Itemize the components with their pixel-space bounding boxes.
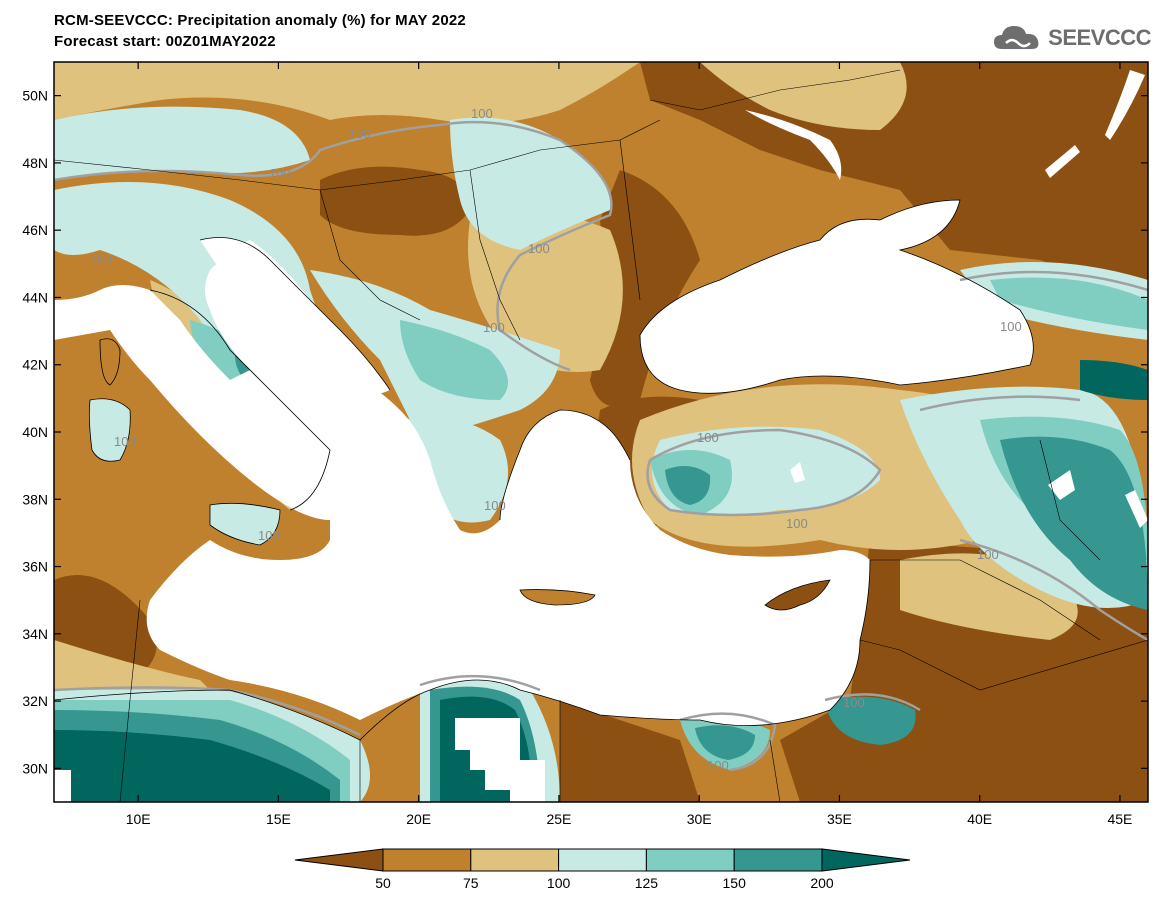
- contour-labels: 100 100 100 100 100 100 100 100 100 100 …: [90, 106, 1022, 773]
- darkteal-anatolia: [665, 466, 711, 505]
- black-sea: [640, 200, 1034, 394]
- colorbar-segment: [382, 848, 472, 872]
- longitude-axis: 10E 15E 20E 25E 30E 35E 40E 45E: [126, 62, 1132, 827]
- teal-georgia: [990, 277, 1148, 330]
- x-tick-label: 45E: [1107, 811, 1132, 827]
- y-tick-label: 32N: [22, 693, 48, 709]
- colorbar-segment: [558, 848, 647, 872]
- corsica: [100, 338, 120, 385]
- x-tick-label: 10E: [126, 811, 151, 827]
- x-tick-label: 35E: [827, 811, 852, 827]
- contour-label: 100: [977, 547, 999, 562]
- colorbar-label: 200: [810, 875, 834, 891]
- y-tick-label: 42N: [22, 357, 48, 373]
- darkteal-israel: [825, 696, 916, 745]
- latitude-axis: 50N 48N 46N 44N 42N 40N 38N 36N 34N 32N 30N: [22, 88, 1148, 776]
- contour-label: 100: [843, 695, 865, 710]
- tan-poland: [54, 62, 640, 124]
- cyprus: [765, 580, 830, 610]
- colorbar-segment: [470, 848, 560, 872]
- x-tick-label: 15E: [266, 811, 291, 827]
- darkteal-egypt: [695, 725, 755, 760]
- colorbar-segment: [645, 848, 735, 872]
- tan-libya: [54, 640, 220, 700]
- y-tick-label: 48N: [22, 155, 48, 171]
- contour-100-east: [919, 270, 1148, 642]
- lightteal-centeurope: [54, 106, 310, 180]
- teal-balkans: [400, 320, 508, 400]
- map-title: RCM-SEEVCCC: Precipitation anomaly (%) f…: [54, 12, 466, 29]
- y-tick-label: 44N: [22, 289, 48, 305]
- contour-label: 100: [786, 516, 808, 531]
- lightteal-carpathians: [450, 117, 612, 250]
- contour-label: 100: [1000, 319, 1022, 334]
- contour-label: 100: [114, 434, 136, 449]
- nodata-ukraine: [745, 110, 842, 180]
- colorbar: 50 75 100 125 150 200: [294, 848, 911, 891]
- country-borders: [54, 69, 1148, 802]
- y-tick-label: 46N: [22, 222, 48, 238]
- anomaly-fields: [54, 62, 1148, 802]
- contour-100-anatolia: [646, 428, 882, 517]
- coastlines: [54, 199, 1034, 741]
- x-tick-label: 20E: [406, 811, 431, 827]
- darkestteal-eastturkey: [1080, 360, 1148, 400]
- colorbar-segment: [294, 848, 384, 872]
- contour-label: 100: [349, 126, 371, 141]
- nodata-libya: [455, 718, 545, 802]
- x-tick-label: 25E: [546, 811, 571, 827]
- crete: [520, 589, 595, 605]
- colorbar-label: 75: [463, 875, 479, 891]
- adriatic-sea: [200, 237, 390, 394]
- colorbar-segment: [733, 848, 823, 872]
- y-tick-label: 38N: [22, 491, 48, 507]
- contour-label: 100: [258, 528, 280, 543]
- contour-label: 100: [483, 320, 505, 335]
- forecast-start-label: Forecast start: 00Z01MAY2022: [54, 33, 276, 50]
- cloud-icon: [994, 26, 1039, 49]
- x-tick-label: 40E: [967, 811, 992, 827]
- contour-label: 100: [697, 430, 719, 445]
- nodata-russia2: [1045, 145, 1080, 178]
- y-tick-label: 30N: [22, 760, 48, 776]
- nodata-iran: [1125, 490, 1148, 528]
- nodata-algeria: [54, 770, 71, 802]
- contour-label: 100: [471, 106, 493, 121]
- contour-100-north: [54, 120, 613, 372]
- contour-label: 100: [269, 166, 291, 181]
- y-tick-label: 40N: [22, 424, 48, 440]
- logo-text: SEEVCCC: [1048, 25, 1151, 50]
- contour-label: 100: [90, 252, 112, 267]
- colorbar-label: 125: [635, 875, 659, 891]
- darkteal-eastturkey: [1000, 436, 1148, 610]
- nodata-turkey: [790, 462, 805, 483]
- contour-label: 100: [707, 758, 729, 773]
- tan-balkans: [468, 212, 623, 372]
- sardinia: [89, 398, 131, 462]
- y-tick-label: 34N: [22, 626, 48, 642]
- nodata-russia: [1105, 70, 1145, 140]
- sicily: [210, 503, 280, 545]
- x-tick-label: 30E: [687, 811, 712, 827]
- y-tick-label: 36N: [22, 559, 48, 575]
- seevccc-logo: SEEVCCC: [992, 20, 1151, 56]
- darkestteal-libya: [54, 730, 330, 802]
- mediterranean-sea: [54, 240, 870, 726]
- y-tick-label: 50N: [22, 88, 48, 104]
- dark-brown-egypt: [560, 700, 700, 802]
- dark-brown-romania-coast: [590, 170, 700, 407]
- colorbar-label: 100: [547, 875, 571, 891]
- dark-brown-hungary: [320, 166, 470, 236]
- colorbar-label: 50: [375, 875, 391, 891]
- colorbar-label: 150: [723, 875, 747, 891]
- colorbar-segment: [821, 848, 911, 872]
- lightteal-greece: [400, 417, 508, 523]
- contour-label: 100: [528, 241, 550, 256]
- contour-label: 100: [484, 498, 506, 513]
- nodata-iraq: [1048, 470, 1075, 500]
